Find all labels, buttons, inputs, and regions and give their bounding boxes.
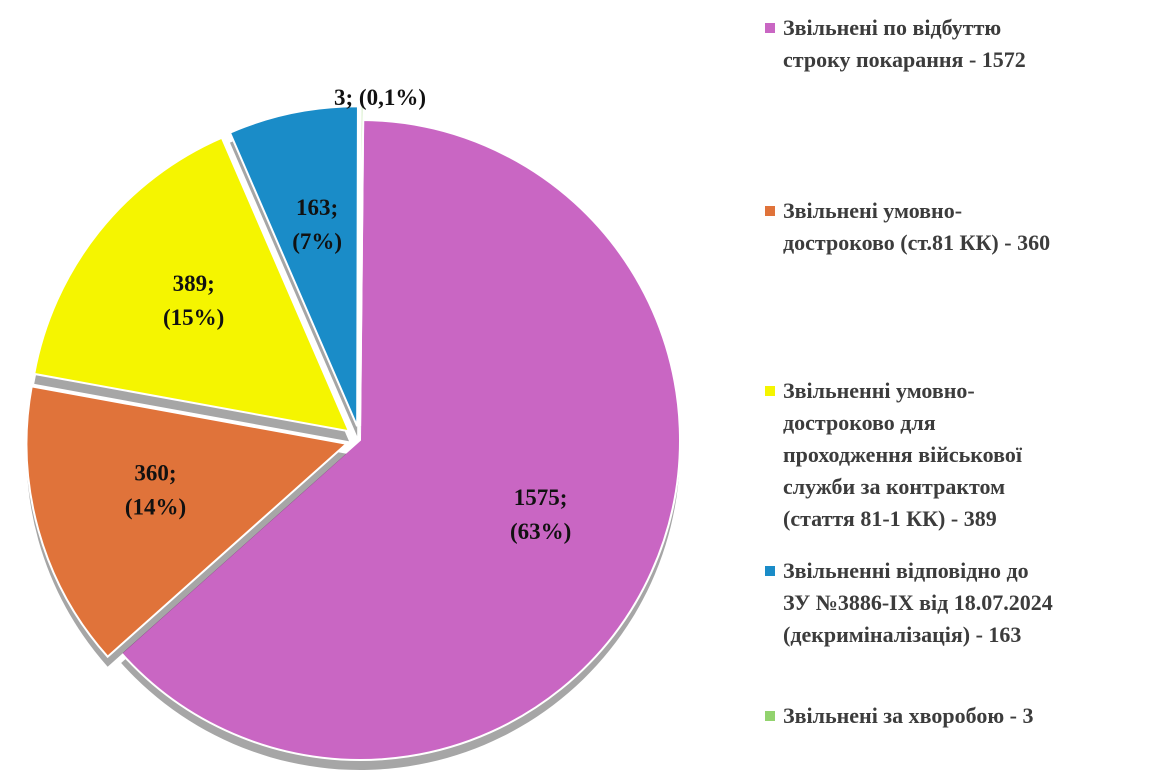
- legend-item: Звільнені за хворобою - 3: [765, 700, 1163, 732]
- legend-swatch: [765, 386, 775, 396]
- legend-swatch: [765, 23, 775, 33]
- legend-text: Звільнені по відбуттю строку покарання -…: [783, 15, 1026, 72]
- data-label: 1575; (63%): [510, 485, 571, 544]
- slice: [119, 119, 681, 761]
- data-label-line: 360;: [134, 460, 176, 485]
- legend-text: Звільнені за хворобою - 3: [783, 703, 1034, 728]
- legend-item: Звільнені по відбуттю строку покарання -…: [765, 12, 1163, 76]
- data-label-line: 163;: [296, 195, 338, 220]
- slice: [33, 136, 351, 433]
- legend-item: Звільнені умовно- достроково (ст.81 КК) …: [765, 195, 1163, 259]
- data-label-line: 3; (0,1%): [334, 85, 426, 110]
- data-label-line: 389;: [173, 271, 215, 296]
- legend-text: Звільнені умовно- достроково (ст.81 КК) …: [783, 198, 1051, 255]
- data-label-line: 1575;: [514, 485, 568, 510]
- legend-text: Звільненні відповідно до ЗУ №3886-IX від…: [783, 558, 1053, 647]
- legend-swatch: [765, 566, 775, 576]
- data-label-line: (15%): [163, 305, 224, 330]
- pie-area: 1575; (63%) 360; (14%) 389; (15%) 163; (7%) 3; (…: [25, 85, 681, 771]
- data-label: 360; (14%): [125, 460, 186, 519]
- legend-text: Звільненні умовно- достроково для проход…: [783, 378, 1022, 531]
- data-label: 389; (15%): [163, 271, 224, 330]
- legend-swatch: [765, 206, 775, 216]
- data-label-line: (63%): [510, 519, 571, 544]
- slice: [228, 105, 359, 427]
- slice: [25, 385, 349, 659]
- legend-swatch: [765, 711, 775, 721]
- slice: [359, 104, 365, 427]
- data-label: 163; (7%): [292, 195, 342, 254]
- data-label-line: (14%): [125, 494, 186, 519]
- legend-item: Звільненні відповідно до ЗУ №3886-IX від…: [765, 555, 1163, 651]
- legend-item: Звільненні умовно- достроково для проход…: [765, 375, 1163, 535]
- data-label-line: (7%): [292, 229, 342, 254]
- data-label: 3; (0,1%): [334, 85, 426, 110]
